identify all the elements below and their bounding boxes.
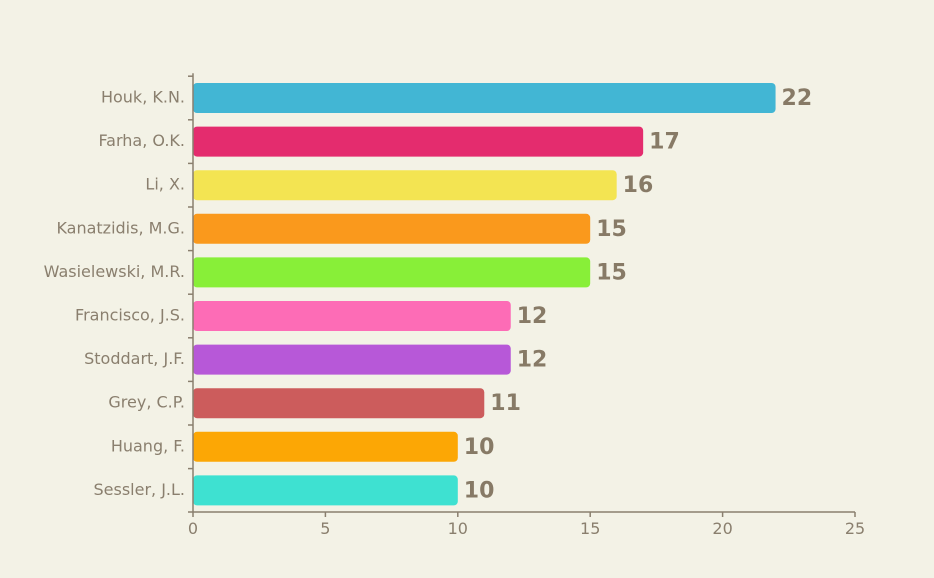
value-label-0: 22 xyxy=(782,86,813,111)
category-label-1: Farha, O.K. xyxy=(98,131,185,150)
category-label-5: Francisco, J.S. xyxy=(75,306,185,325)
value-label-5: 12 xyxy=(517,304,548,329)
x-tick-label-5: 25 xyxy=(845,519,865,538)
category-label-0: Houk, K.N. xyxy=(101,88,185,107)
x-tick-label-2: 10 xyxy=(448,519,468,538)
category-label-6: Stoddart, J.F. xyxy=(84,349,185,368)
value-label-1: 17 xyxy=(649,130,680,155)
category-label-7: Grey, C.P. xyxy=(108,393,185,412)
bar-9 xyxy=(193,475,458,506)
bar-3 xyxy=(193,213,591,244)
value-label-3: 15 xyxy=(596,217,627,242)
x-tick-label-3: 15 xyxy=(580,519,600,538)
value-label-4: 15 xyxy=(596,260,627,285)
bar-4 xyxy=(193,257,591,288)
category-label-4: Wasielewski, M.R. xyxy=(44,262,185,281)
category-label-2: Li, X. xyxy=(145,175,185,194)
bar-2 xyxy=(193,170,617,201)
value-label-8: 10 xyxy=(464,435,495,460)
value-label-9: 10 xyxy=(464,478,495,503)
value-label-6: 12 xyxy=(517,348,548,373)
bars-layer xyxy=(193,83,776,506)
bar-6 xyxy=(193,344,511,375)
bar-1 xyxy=(193,126,644,157)
bar-0 xyxy=(193,83,776,113)
value-label-2: 16 xyxy=(623,173,654,198)
x-tick-label-1: 5 xyxy=(320,519,330,538)
bar-7 xyxy=(193,388,485,419)
x-tick-label-0: 0 xyxy=(188,519,198,538)
value-label-7: 11 xyxy=(490,391,521,416)
category-label-8: Huang, F. xyxy=(111,436,185,455)
axes xyxy=(188,73,856,517)
bar-8 xyxy=(193,431,458,462)
category-label-9: Sessler, J.L. xyxy=(93,480,185,499)
x-tick-label-4: 20 xyxy=(712,519,732,538)
category-label-3: Kanatzidis, M.G. xyxy=(56,218,185,237)
bar-5 xyxy=(193,301,511,331)
labels-layer: Houk, K.N. 22 Farha, O.K. 17 Li, X. 16 Kanatzi… xyxy=(44,86,866,538)
